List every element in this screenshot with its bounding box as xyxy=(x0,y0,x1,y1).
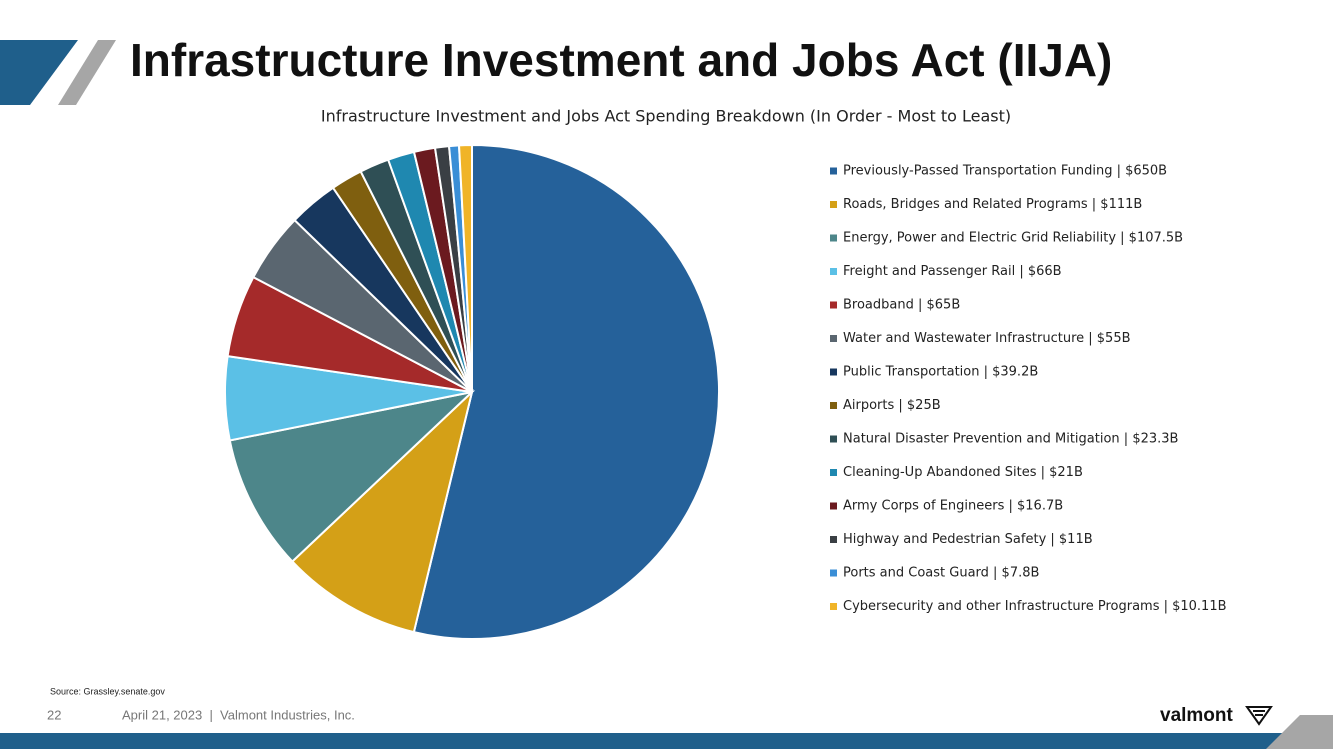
pie-slice xyxy=(412,143,720,640)
legend-swatch xyxy=(830,536,837,543)
legend-swatch xyxy=(830,502,837,510)
footer-bar xyxy=(0,733,1290,749)
legend-swatch xyxy=(830,167,837,175)
logo: valmont xyxy=(1160,705,1234,726)
legend-swatch xyxy=(830,368,837,376)
logo-mark xyxy=(1245,706,1273,726)
footer-accent xyxy=(1266,715,1333,749)
legend-swatch xyxy=(830,402,837,409)
legend-label: Ports and Coast Guard | $7.8B xyxy=(843,566,1039,581)
legend-label: Airports | $25B xyxy=(843,398,941,413)
legend-label: Water and Wastewater Infrastructure | $5… xyxy=(843,331,1131,346)
legend-label: Public Transportation | $39.2B xyxy=(843,365,1038,380)
legend-label: Roads, Bridges and Related Programs | $1… xyxy=(843,197,1142,212)
legend-swatch xyxy=(830,435,837,443)
legend-swatch xyxy=(830,268,837,275)
legend-swatch xyxy=(830,469,837,476)
legend-swatch xyxy=(830,569,837,577)
header-accent xyxy=(58,40,116,105)
legend-label: Cybersecurity and other Infrastructure P… xyxy=(843,599,1227,614)
footer-text: April 21, 2023 | Valmont Industries, Inc… xyxy=(122,707,355,722)
legend-label: Freight and Passenger Rail | $66B xyxy=(843,264,1062,279)
chart-title: Infrastructure Investment and Jobs Act S… xyxy=(321,107,1011,126)
pie-slice xyxy=(228,390,476,563)
header-accent xyxy=(0,40,78,105)
legend-swatch xyxy=(830,335,837,342)
slide-title: Infrastructure Investment and Jobs Act (… xyxy=(130,34,1112,86)
legend-label: Broadband | $65B xyxy=(843,298,960,313)
legend-label: Cleaning-Up Abandoned Sites | $21B xyxy=(843,465,1083,480)
legend-label: Army Corps of Engineers | $16.7B xyxy=(843,499,1063,514)
legend-label: Energy, Power and Electric Grid Reliabil… xyxy=(843,231,1183,246)
pie-slice xyxy=(457,143,473,393)
pie-slice xyxy=(290,388,474,634)
legend-swatch xyxy=(830,603,837,610)
source: Source: Grassley.senate.gov xyxy=(50,686,165,696)
legend-label: Natural Disaster Prevention and Mitigati… xyxy=(843,432,1178,447)
page-number: 22 xyxy=(47,707,61,722)
legend-swatch xyxy=(830,234,837,242)
legend-swatch xyxy=(830,301,837,309)
legend-label: Previously-Passed Transportation Funding… xyxy=(843,164,1167,179)
legend-swatch xyxy=(830,201,837,208)
legend-label: Highway and Pedestrian Safety | $11B xyxy=(843,532,1093,547)
